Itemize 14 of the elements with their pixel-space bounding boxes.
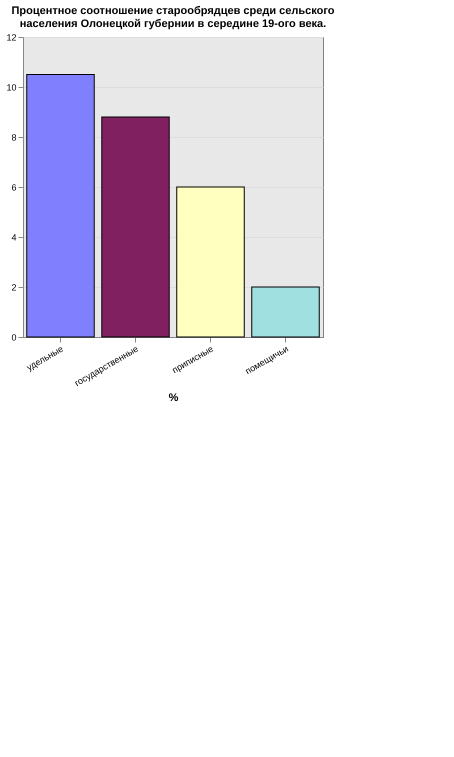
y-tick-label: 12: [6, 32, 16, 42]
x-axis-title: %: [168, 392, 179, 404]
bar: [26, 74, 95, 338]
y-tick-label: 0: [11, 332, 16, 342]
y-tick-label: 10: [6, 82, 16, 92]
bar: [251, 286, 320, 338]
y-tick-label: 4: [11, 232, 16, 242]
bar: [101, 116, 170, 338]
text: населения Олонецкой губернии в середине 19-ого века.: [20, 18, 326, 30]
y-tick-label: 2: [11, 282, 16, 292]
y-tick-label: 8: [11, 132, 16, 142]
text: Процентное соотношение старообрядцев среди сельского: [11, 5, 335, 17]
y-tick-label: 6: [11, 182, 16, 192]
bar: [176, 186, 245, 338]
